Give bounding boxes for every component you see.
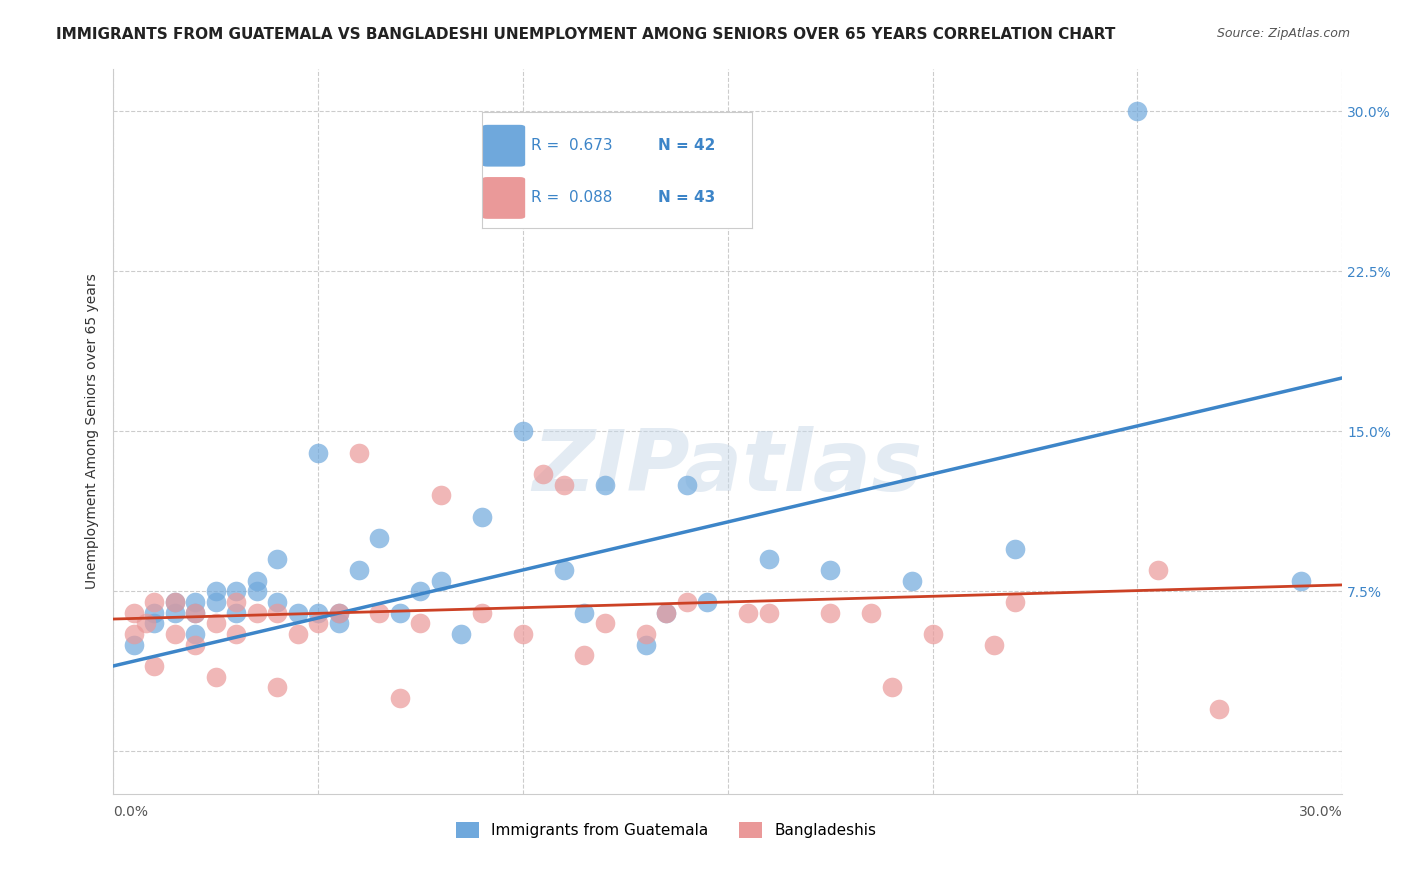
- Point: [450, 627, 472, 641]
- Point: [409, 584, 432, 599]
- Text: ZIPatlas: ZIPatlas: [533, 426, 922, 509]
- Point: [184, 627, 207, 641]
- Point: [655, 606, 678, 620]
- Point: [204, 584, 226, 599]
- Point: [184, 638, 207, 652]
- Point: [163, 627, 186, 641]
- Point: [245, 606, 267, 620]
- Text: IMMIGRANTS FROM GUATEMALA VS BANGLADESHI UNEMPLOYMENT AMONG SENIORS OVER 65 YEAR: IMMIGRANTS FROM GUATEMALA VS BANGLADESHI…: [56, 27, 1115, 42]
- Point: [225, 627, 247, 641]
- Point: [553, 563, 575, 577]
- Point: [204, 595, 226, 609]
- Point: [122, 627, 145, 641]
- Point: [921, 627, 943, 641]
- Point: [696, 595, 718, 609]
- Point: [737, 606, 759, 620]
- Point: [1004, 595, 1026, 609]
- Point: [471, 509, 494, 524]
- Point: [368, 606, 391, 620]
- Point: [143, 616, 166, 631]
- Point: [430, 488, 453, 502]
- Point: [675, 477, 697, 491]
- Point: [122, 606, 145, 620]
- Point: [409, 616, 432, 631]
- Point: [143, 659, 166, 673]
- Point: [184, 606, 207, 620]
- Point: [634, 638, 657, 652]
- Point: [225, 595, 247, 609]
- Point: [135, 616, 157, 631]
- Point: [818, 563, 841, 577]
- Point: [368, 531, 391, 545]
- Point: [471, 606, 494, 620]
- Point: [531, 467, 554, 481]
- Point: [204, 616, 226, 631]
- Point: [512, 424, 534, 438]
- Point: [655, 606, 678, 620]
- Point: [163, 606, 186, 620]
- Point: [1291, 574, 1313, 588]
- Point: [388, 691, 411, 706]
- Point: [574, 648, 596, 663]
- Point: [593, 616, 616, 631]
- Point: [1147, 563, 1170, 577]
- Point: [347, 563, 370, 577]
- Point: [307, 616, 329, 631]
- Point: [266, 552, 288, 566]
- Point: [553, 477, 575, 491]
- Point: [245, 584, 267, 599]
- Point: [328, 606, 350, 620]
- Point: [143, 595, 166, 609]
- Point: [593, 477, 616, 491]
- Point: [1126, 104, 1149, 119]
- Point: [245, 574, 267, 588]
- Point: [758, 552, 780, 566]
- Point: [307, 445, 329, 459]
- Point: [266, 595, 288, 609]
- Point: [880, 681, 903, 695]
- Point: [901, 574, 924, 588]
- Point: [122, 638, 145, 652]
- Legend: Immigrants from Guatemala, Bangladeshis: Immigrants from Guatemala, Bangladeshis: [450, 816, 883, 845]
- Point: [287, 606, 309, 620]
- Point: [634, 627, 657, 641]
- Point: [266, 606, 288, 620]
- Point: [225, 606, 247, 620]
- Point: [225, 584, 247, 599]
- Point: [512, 627, 534, 641]
- Point: [266, 681, 288, 695]
- Point: [818, 606, 841, 620]
- Point: [983, 638, 1005, 652]
- Point: [574, 606, 596, 620]
- Point: [143, 606, 166, 620]
- Point: [347, 445, 370, 459]
- Point: [184, 595, 207, 609]
- Point: [204, 670, 226, 684]
- Point: [388, 606, 411, 620]
- Y-axis label: Unemployment Among Seniors over 65 years: Unemployment Among Seniors over 65 years: [86, 273, 100, 589]
- Text: Source: ZipAtlas.com: Source: ZipAtlas.com: [1216, 27, 1350, 40]
- Point: [1004, 541, 1026, 556]
- Point: [675, 595, 697, 609]
- Text: 30.0%: 30.0%: [1299, 805, 1343, 819]
- Point: [163, 595, 186, 609]
- Point: [328, 616, 350, 631]
- Point: [430, 574, 453, 588]
- Point: [287, 627, 309, 641]
- Point: [860, 606, 883, 620]
- Point: [328, 606, 350, 620]
- Text: 0.0%: 0.0%: [114, 805, 148, 819]
- Point: [163, 595, 186, 609]
- Point: [758, 606, 780, 620]
- Point: [1208, 701, 1230, 715]
- Point: [184, 606, 207, 620]
- Point: [307, 606, 329, 620]
